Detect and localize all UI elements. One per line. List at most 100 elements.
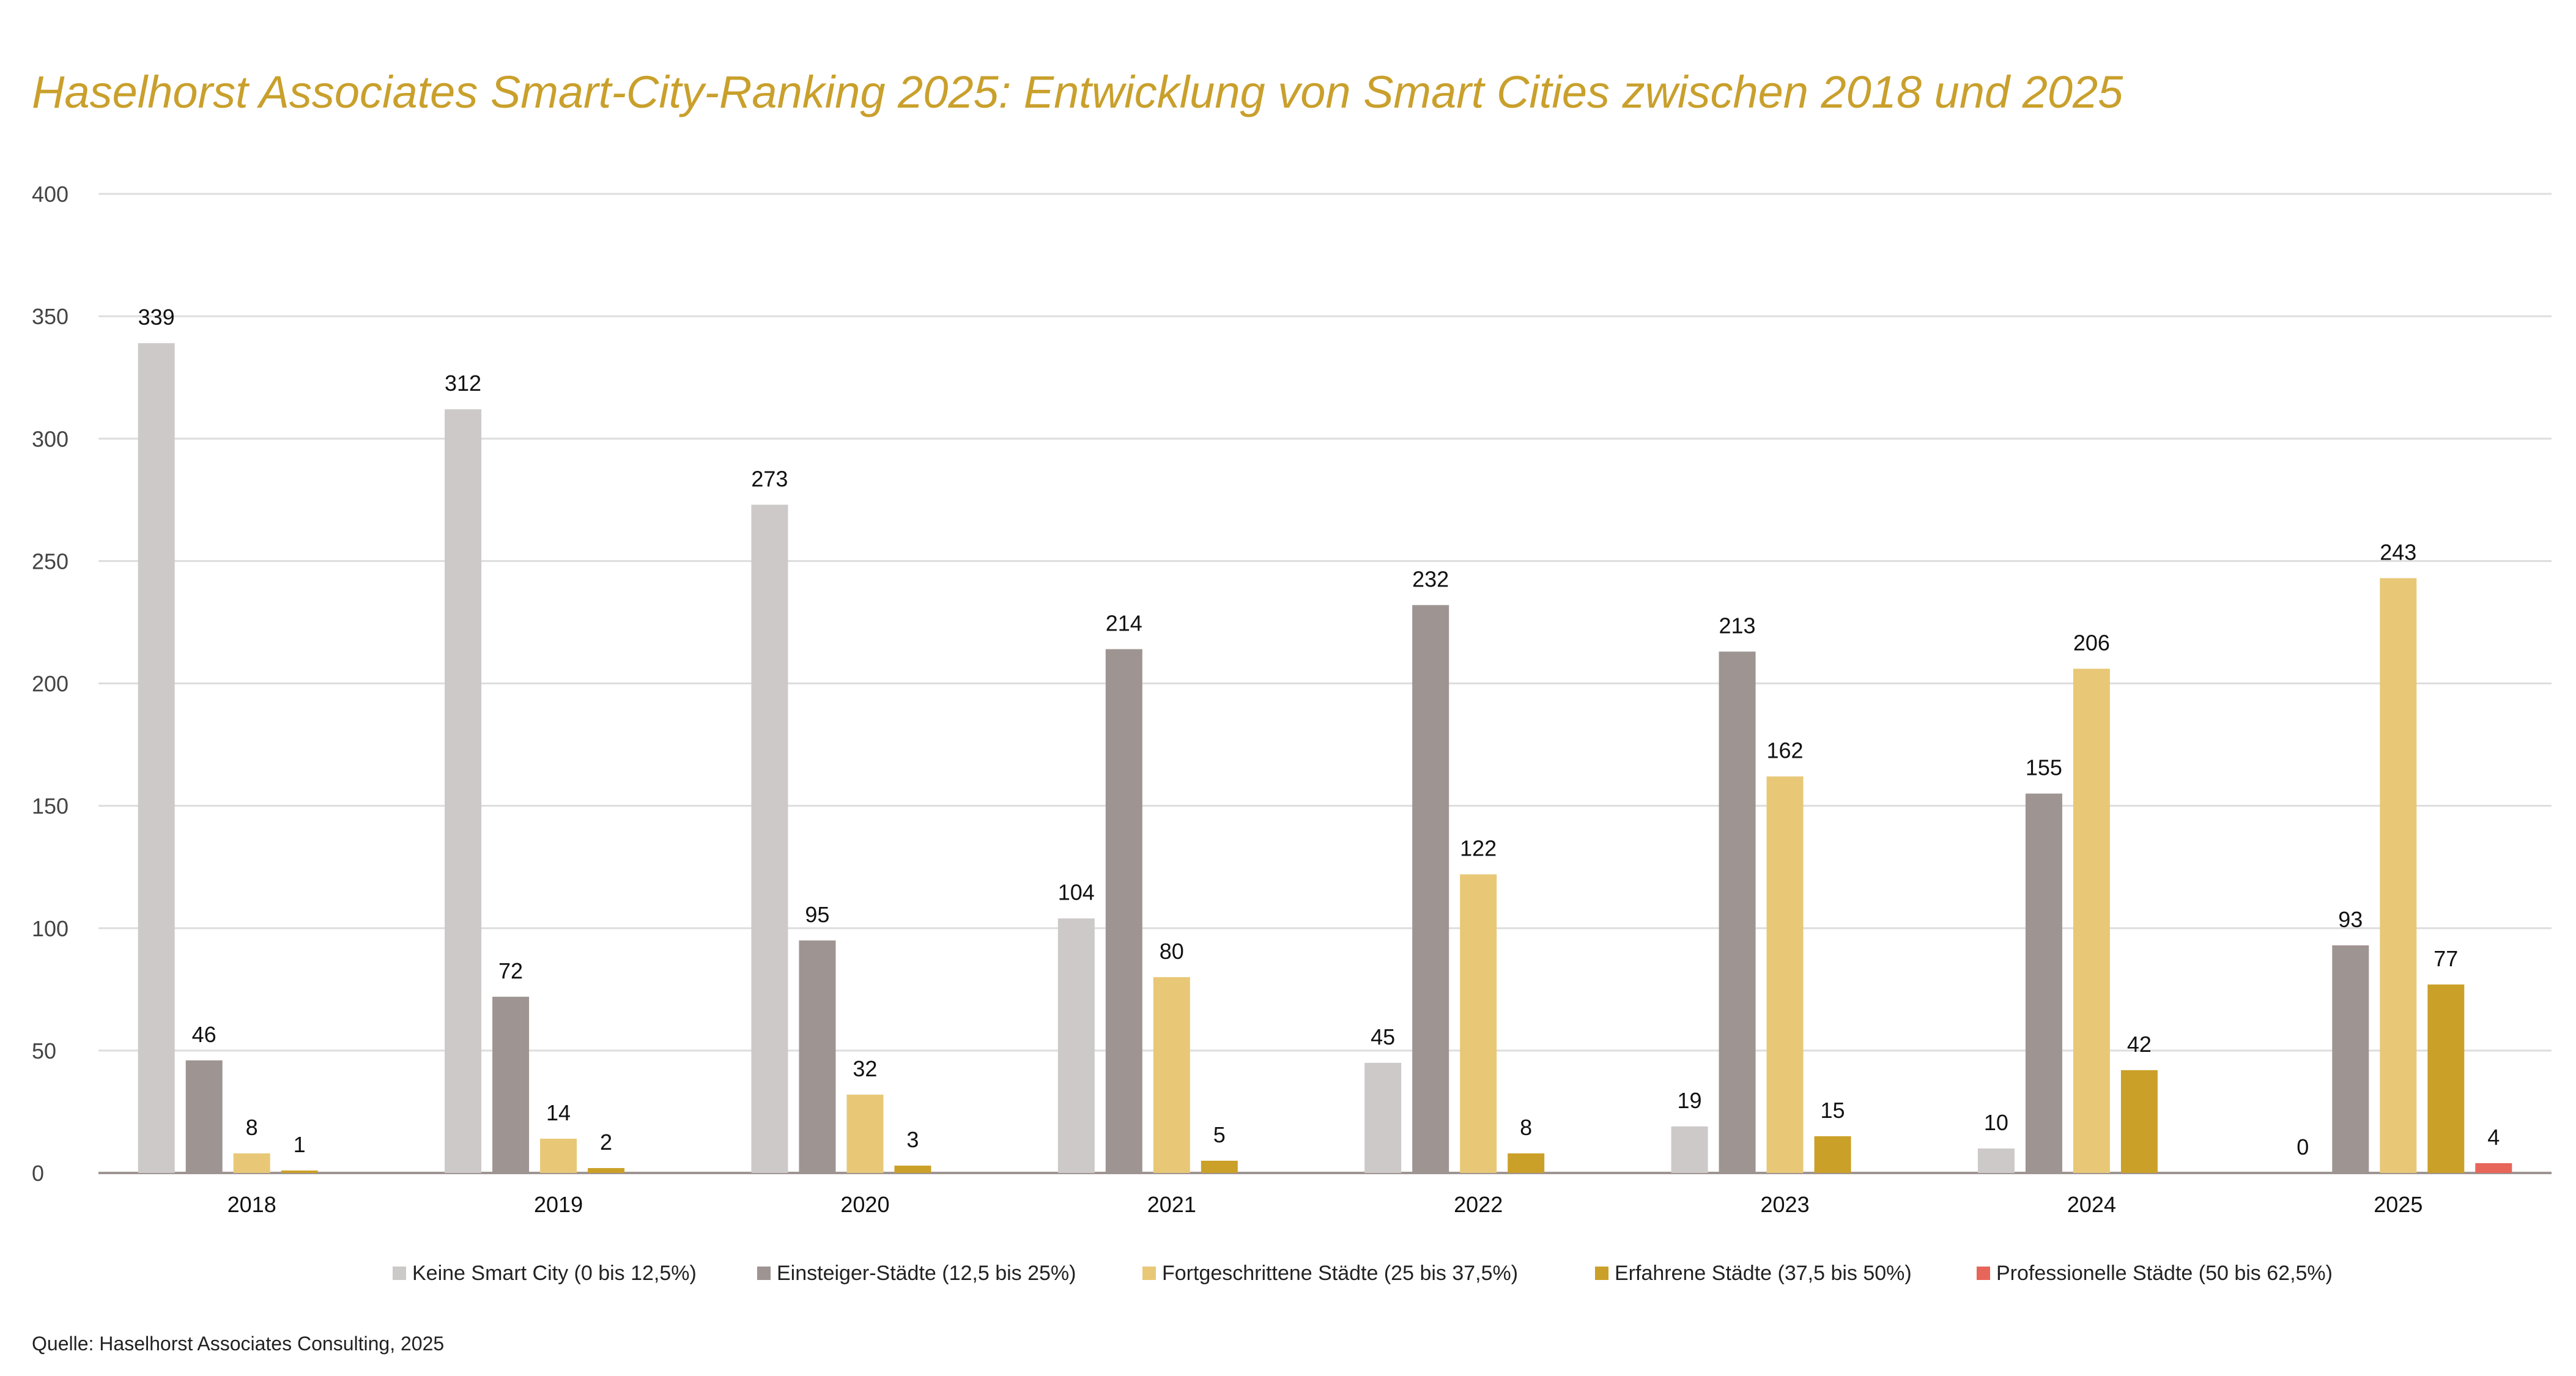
source-note: Quelle: Haselhorst Associates Consulting… bbox=[32, 1333, 444, 1355]
bar bbox=[1057, 918, 1095, 1173]
legend-item: Keine Smart City (0 bis 12,5%) bbox=[393, 1262, 697, 1285]
data-label: 232 bbox=[1412, 566, 1449, 591]
data-label: 8 bbox=[1520, 1115, 1532, 1140]
data-label: 4 bbox=[2487, 1125, 2500, 1150]
data-label: 77 bbox=[2434, 946, 2458, 971]
x-tick-label: 2019 bbox=[534, 1192, 583, 1217]
legend-item: Erfahrene Städte (37,5 bis 50%) bbox=[1595, 1262, 1912, 1285]
data-label: 46 bbox=[192, 1022, 217, 1047]
legend-label: Erfahrene Städte (37,5 bis 50%) bbox=[1615, 1262, 1912, 1285]
bar bbox=[2120, 1070, 2158, 1173]
bar bbox=[1364, 1062, 1402, 1173]
bar bbox=[1766, 776, 1804, 1173]
bar bbox=[751, 505, 788, 1173]
data-label: 72 bbox=[498, 958, 523, 983]
x-tick-label: 2020 bbox=[840, 1192, 889, 1217]
x-tick-label: 2022 bbox=[1454, 1192, 1503, 1217]
bar bbox=[185, 1060, 223, 1173]
y-tick-label: 300 bbox=[32, 426, 68, 451]
bar bbox=[2073, 668, 2110, 1173]
y-tick-label: 150 bbox=[32, 794, 68, 819]
bar bbox=[1153, 977, 1190, 1173]
y-tick-label: 200 bbox=[32, 671, 68, 697]
legend-swatch bbox=[1977, 1267, 1990, 1280]
data-label: 8 bbox=[246, 1115, 258, 1140]
data-label: 3 bbox=[906, 1127, 919, 1152]
bar bbox=[894, 1165, 931, 1173]
bar bbox=[540, 1138, 577, 1173]
bar bbox=[1671, 1126, 1708, 1173]
x-tick-label: 2021 bbox=[1147, 1192, 1196, 1217]
y-tick-label: 50 bbox=[32, 1038, 56, 1063]
data-label: 1 bbox=[294, 1132, 306, 1157]
y-tick-label: 0 bbox=[32, 1161, 44, 1186]
bar bbox=[1508, 1153, 1545, 1173]
bar bbox=[1460, 874, 1497, 1173]
bar bbox=[281, 1170, 318, 1173]
data-label: 213 bbox=[1719, 613, 1756, 638]
data-label: 243 bbox=[2380, 539, 2416, 564]
x-tick-label: 2024 bbox=[2067, 1192, 2116, 1217]
legend-swatch bbox=[757, 1267, 771, 1280]
x-tick-label: 2018 bbox=[228, 1192, 276, 1217]
legend-label: Keine Smart City (0 bis 12,5%) bbox=[412, 1262, 697, 1285]
y-tick-label: 250 bbox=[32, 549, 68, 574]
data-label: 10 bbox=[1984, 1110, 2008, 1135]
data-label: 32 bbox=[853, 1056, 877, 1081]
bar bbox=[588, 1167, 625, 1173]
bar bbox=[138, 343, 175, 1173]
bar bbox=[2332, 945, 2369, 1173]
bar bbox=[492, 996, 530, 1173]
bar bbox=[1719, 651, 1756, 1173]
chart-title: Haselhorst Associates Smart-City-Ranking… bbox=[32, 67, 2123, 117]
data-label: 155 bbox=[2026, 755, 2062, 780]
legend-swatch bbox=[393, 1267, 406, 1280]
data-label: 14 bbox=[546, 1100, 571, 1125]
x-tick-label: 2025 bbox=[2374, 1192, 2422, 1217]
legend-item: Einsteiger-Städte (12,5 bis 25%) bbox=[757, 1262, 1076, 1285]
legend-item: Professionelle Städte (50 bis 62,5%) bbox=[1977, 1262, 2333, 1285]
bar bbox=[445, 409, 482, 1173]
bar bbox=[2025, 793, 2062, 1173]
bar bbox=[2475, 1163, 2512, 1173]
bar bbox=[1412, 605, 1449, 1173]
bar bbox=[1977, 1148, 2015, 1173]
data-label: 339 bbox=[138, 305, 175, 330]
data-label: 273 bbox=[751, 466, 788, 491]
bar bbox=[233, 1153, 270, 1173]
bar bbox=[1105, 649, 1142, 1173]
legend-label: Fortgeschrittene Städte (25 bis 37,5%) bbox=[1162, 1262, 1518, 1285]
data-label: 45 bbox=[1371, 1024, 1395, 1049]
bar bbox=[2427, 984, 2465, 1173]
data-label: 42 bbox=[2127, 1032, 2152, 1057]
y-tick-label: 100 bbox=[32, 916, 68, 941]
bar bbox=[799, 940, 836, 1173]
legend-swatch bbox=[1142, 1267, 1156, 1280]
data-label: 19 bbox=[1678, 1088, 1702, 1113]
legend-swatch bbox=[1595, 1267, 1608, 1280]
legend-label: Professionelle Städte (50 bis 62,5%) bbox=[1996, 1262, 2333, 1285]
data-label: 95 bbox=[805, 902, 829, 927]
legend-item: Fortgeschrittene Städte (25 bis 37,5%) bbox=[1142, 1262, 1518, 1285]
legend-label: Einsteiger-Städte (12,5 bis 25%) bbox=[777, 1262, 1076, 1285]
bar bbox=[846, 1094, 884, 1173]
data-label: 80 bbox=[1160, 939, 1184, 964]
data-label: 162 bbox=[1767, 738, 1804, 763]
data-label: 2 bbox=[600, 1130, 612, 1155]
bar bbox=[2380, 578, 2417, 1173]
data-label: 122 bbox=[1460, 836, 1497, 861]
data-label: 104 bbox=[1058, 880, 1095, 905]
y-tick-label: 400 bbox=[32, 182, 68, 207]
data-label: 93 bbox=[2338, 907, 2363, 932]
bar bbox=[1814, 1136, 1851, 1173]
data-label: 214 bbox=[1106, 610, 1142, 635]
y-tick-label: 350 bbox=[32, 304, 68, 329]
bar bbox=[1201, 1160, 1238, 1173]
data-label: 312 bbox=[445, 371, 481, 396]
x-tick-label: 2023 bbox=[1761, 1192, 1810, 1217]
data-label: 206 bbox=[2073, 630, 2110, 655]
data-label: 5 bbox=[1213, 1122, 1226, 1147]
data-label: 0 bbox=[2297, 1134, 2309, 1160]
data-label: 15 bbox=[1821, 1098, 1845, 1123]
